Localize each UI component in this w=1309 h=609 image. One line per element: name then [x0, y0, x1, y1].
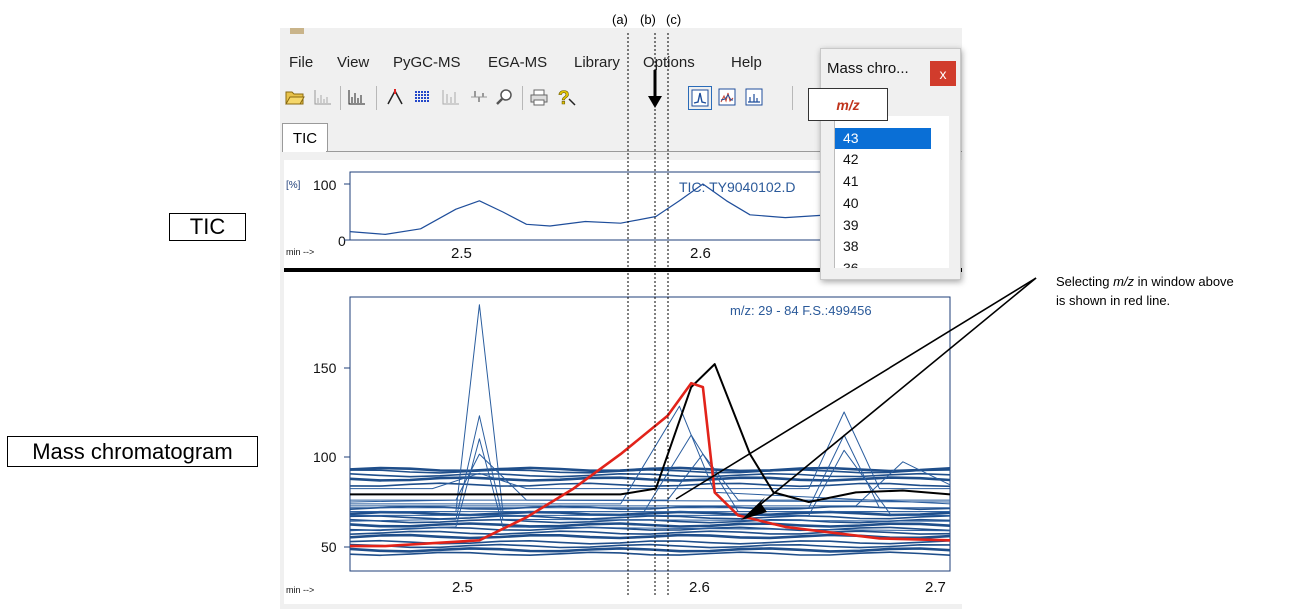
baseline-trace [349, 530, 951, 535]
tab-underline [326, 151, 962, 152]
mass-xtick-2-5: 2.5 [452, 579, 473, 596]
mass-chrom-view-icon[interactable] [716, 86, 738, 108]
mz-list[interactable]: 44 43 42 41 40 39 38 36 [834, 116, 949, 268]
mz-item[interactable]: 36 [843, 260, 859, 268]
tic-title: TIC: TY9040102.D [679, 179, 795, 195]
spectrum-icon[interactable] [346, 86, 368, 108]
spectrum-gray-icon[interactable] [312, 86, 334, 108]
mass-ytick-150: 150 [313, 360, 337, 376]
baseline-trace [349, 526, 951, 532]
tab-tic[interactable]: TIC [282, 123, 328, 152]
mass-chrom-chart: 150 100 50 min --> 2.5 2.6 2.7 m/z: 29 -… [286, 296, 951, 596]
mass-title: m/z: 29 - 84 F.S.:499456 [730, 303, 872, 318]
toolbar-separator [792, 86, 793, 110]
baseline-trace [349, 510, 951, 517]
popup-title: Mass chro... [827, 60, 909, 77]
help-icon[interactable]: ? [555, 86, 577, 108]
tic-xtick-2-6: 2.6 [690, 245, 711, 262]
toolbar-separator [522, 86, 523, 110]
tic-ytick-0: 0 [338, 233, 346, 249]
tic-line [349, 183, 880, 235]
mass-xtick-2-6: 2.6 [689, 579, 710, 596]
baseline-trace [349, 547, 951, 553]
tab-strip: TIC [280, 123, 962, 153]
menu-help[interactable]: Help [731, 54, 762, 71]
menu-library[interactable]: Library [574, 54, 620, 71]
mass-x-unit: min --> [286, 585, 314, 595]
mz-item[interactable]: 41 [843, 173, 859, 189]
toolbar-separator [340, 86, 341, 110]
mz-item[interactable]: 42 [843, 151, 859, 167]
selection-note-line1: Selecting m/z in window above [1056, 274, 1234, 289]
baseline-trace [349, 515, 951, 520]
mass-ytick-50: 50 [321, 539, 337, 555]
window-icon [290, 28, 304, 34]
tic-ytick-100: 100 [313, 177, 337, 193]
mass-chrom-panel: 150 100 50 min --> 2.5 2.6 2.7 m/z: 29 -… [284, 284, 962, 604]
mass-chrom-side-label: Mass chromatogram [7, 436, 258, 467]
tic-side-label: TIC [169, 213, 246, 241]
selection-note-line2: is shown in red line. [1056, 293, 1171, 308]
baseline-trace [349, 522, 951, 528]
mz-label-box: m/z [808, 88, 888, 121]
svg-text:?: ? [558, 88, 570, 107]
menu-view[interactable]: View [337, 54, 370, 71]
menu-options[interactable]: Options [643, 54, 695, 71]
grid-bars-icon[interactable] [412, 86, 434, 108]
open-folder-icon[interactable] [284, 86, 306, 108]
tic-xtick-2-5: 2.5 [451, 245, 472, 262]
selection-note: Selecting m/z in window above is shown i… [1056, 272, 1306, 310]
spectrum-view-icon[interactable] [743, 86, 765, 108]
menu-file[interactable]: File [289, 54, 314, 71]
baseline-trace [349, 539, 951, 545]
search-icon[interactable] [494, 86, 516, 108]
menu-bar: File View PyGC-MS EGA-MS Library Options… [280, 50, 962, 76]
annotation-b: (b) [640, 12, 656, 27]
mz-item[interactable]: 40 [843, 195, 859, 211]
baseline-trace [349, 543, 951, 549]
tic-x-unit: min --> [286, 247, 314, 257]
peak-pick-icon[interactable] [384, 86, 406, 108]
tic-unit-label: [%] [286, 180, 301, 191]
toolbar: ? [280, 80, 962, 114]
annotation-c: (c) [666, 12, 682, 27]
mz-item[interactable]: 38 [843, 238, 859, 254]
mass-trace [349, 438, 951, 532]
mass-xtick-2-7: 2.7 [925, 579, 946, 596]
mz-item-selected[interactable]: 43 [835, 128, 931, 149]
bar-compare-icon[interactable] [440, 86, 462, 108]
mass-ytick-100: 100 [313, 449, 337, 465]
tic-view-icon[interactable] [688, 86, 712, 110]
mass-trace [349, 415, 951, 522]
menu-pygcms[interactable]: PyGC-MS [393, 54, 461, 71]
tic-trace [349, 183, 880, 235]
popup-close-button[interactable]: x [930, 61, 956, 86]
menu-egams[interactable]: EGA-MS [488, 54, 548, 71]
bar-diff-icon[interactable] [468, 86, 490, 108]
annotation-a: (a) [612, 12, 628, 27]
mz-item[interactable]: 39 [843, 217, 859, 233]
baseline-trace [349, 551, 951, 557]
print-icon[interactable] [528, 86, 550, 108]
toolbar-separator [376, 86, 377, 110]
